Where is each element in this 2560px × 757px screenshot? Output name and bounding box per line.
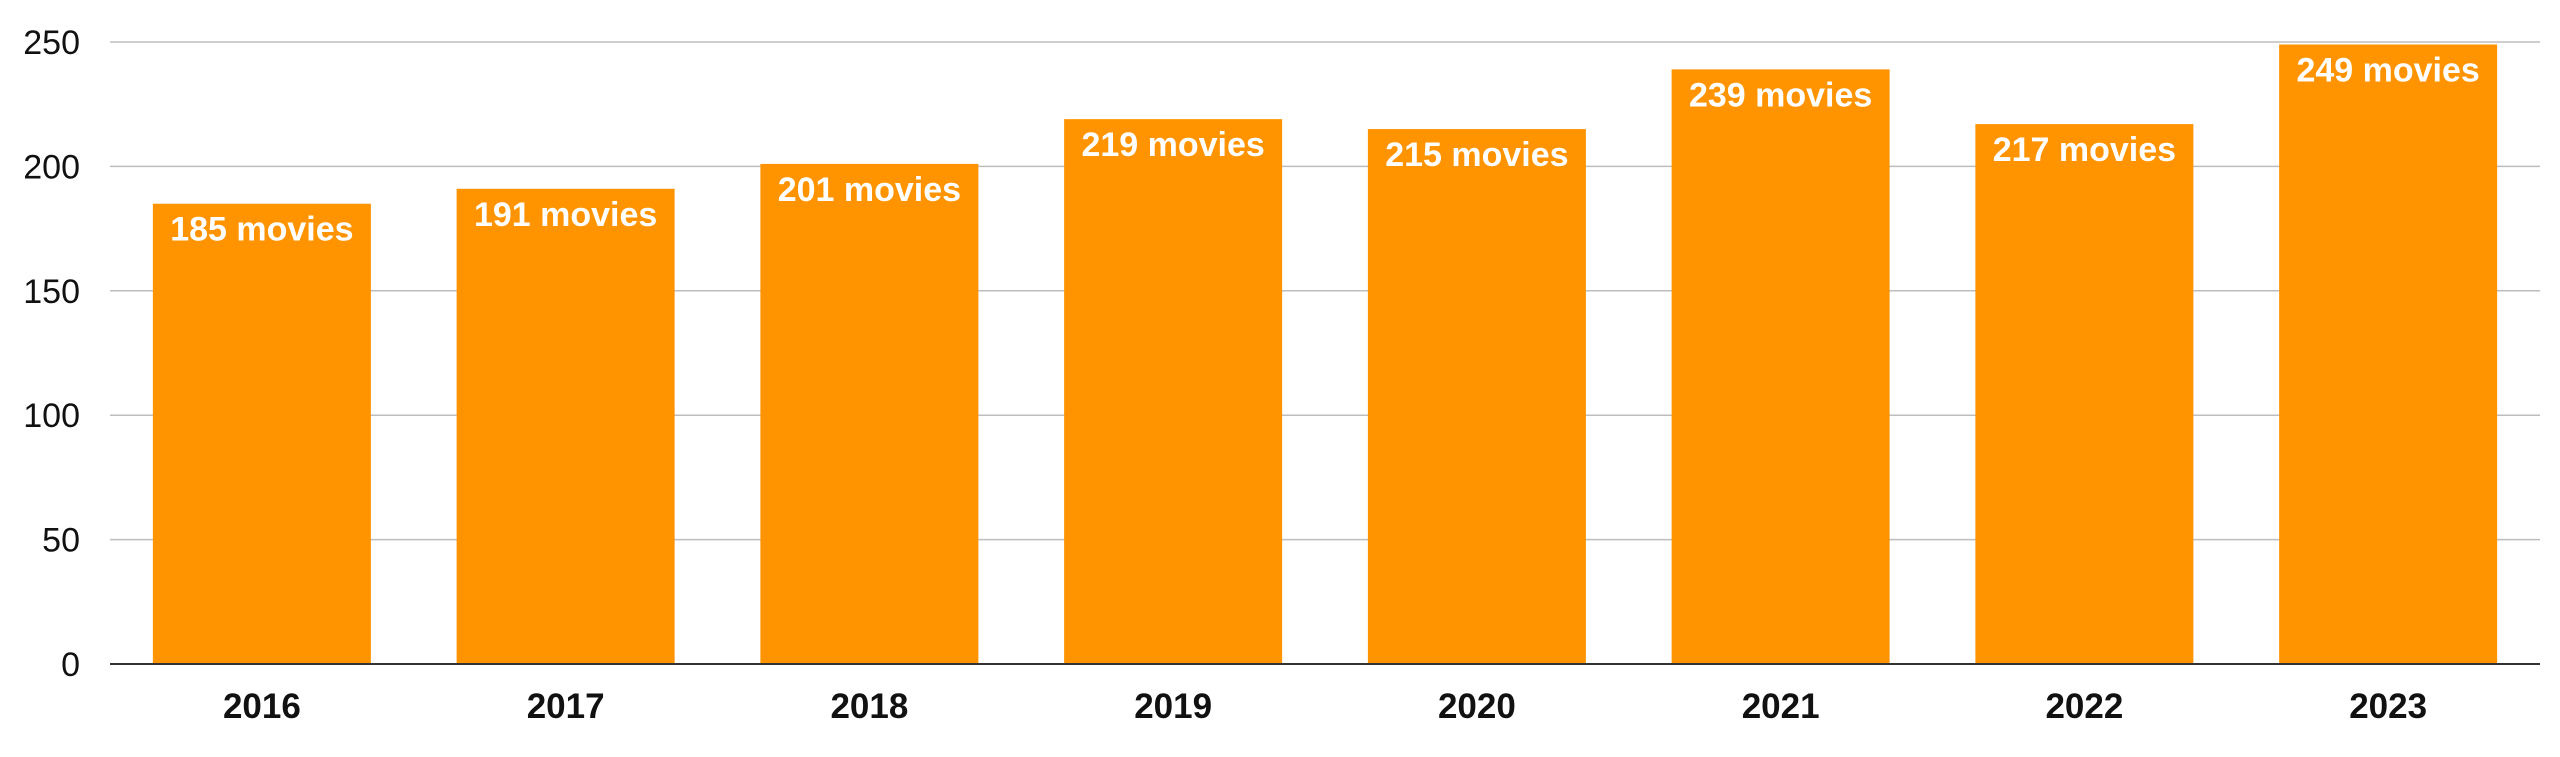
bar-data-label: 217 movies <box>1993 131 2176 169</box>
bar-data-label: 239 movies <box>1689 76 1872 114</box>
bar-data-label: 201 movies <box>778 171 961 209</box>
bar-data-label: 191 movies <box>474 196 657 234</box>
y-tick-label: 150 <box>23 273 80 311</box>
bar-2023 <box>2279 44 2498 665</box>
x-tick-label: 2017 <box>527 687 605 726</box>
bar-2020 <box>1367 129 1586 664</box>
y-axis: 0 50 100 150 200 250 <box>23 24 80 684</box>
y-tick-label: 100 <box>23 397 80 435</box>
y-tick-label: 50 <box>42 522 80 560</box>
bar-2019 <box>1064 119 1283 665</box>
x-tick-label: 2021 <box>1742 687 1820 726</box>
bar-data-label: 185 movies <box>170 211 353 249</box>
x-tick-label: 2016 <box>223 687 301 726</box>
bar-data-label: 215 movies <box>1385 136 1568 174</box>
bar-2022 <box>1975 124 2194 664</box>
bar-2018 <box>760 163 979 665</box>
bars <box>152 44 2498 665</box>
x-tick-label: 2020 <box>1438 687 1516 726</box>
bar-2021 <box>1671 69 1890 665</box>
bar-2017 <box>456 188 675 665</box>
data-labels: 185 movies 191 movies 201 movies 219 movies… <box>170 51 2480 248</box>
x-tick-label: 2018 <box>830 687 908 726</box>
bar-data-label: 249 movies <box>2296 51 2479 89</box>
x-tick-label: 2022 <box>2045 687 2123 726</box>
x-axis: 2016 2017 2018 2019 2020 2021 2022 2023 <box>110 663 2540 726</box>
x-tick-label: 2019 <box>1134 687 1212 726</box>
bar-data-label: 219 movies <box>1081 126 1264 164</box>
y-tick-label: 0 <box>61 646 80 684</box>
y-tick-label: 200 <box>23 148 80 186</box>
y-tick-label: 250 <box>23 24 80 62</box>
x-tick-label: 2023 <box>2349 687 2427 726</box>
bar-2016 <box>152 203 371 664</box>
